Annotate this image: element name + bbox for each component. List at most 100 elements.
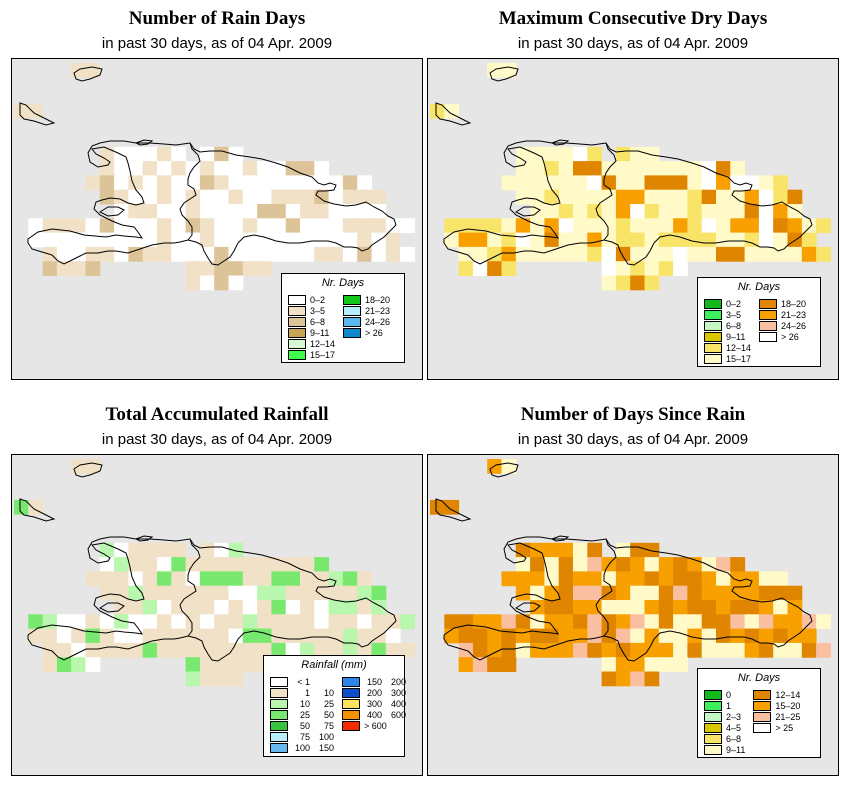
grid-cell <box>758 232 774 248</box>
legend-label: 3–5 <box>310 305 326 316</box>
grid-cell <box>658 585 674 601</box>
grid-cell <box>615 146 631 162</box>
grid-cell <box>328 614 344 630</box>
grid-cell <box>271 600 287 615</box>
grid-cell <box>300 600 315 615</box>
grid-cell <box>228 232 244 248</box>
grid-cell <box>242 218 258 234</box>
grid-cell <box>744 189 760 205</box>
grid-cell <box>385 628 401 644</box>
grid-cell <box>371 585 387 601</box>
grid-cell <box>185 657 201 672</box>
grid-cell <box>71 261 86 276</box>
grid-cell <box>515 175 531 191</box>
grid-cell <box>285 189 301 205</box>
grid-cell <box>142 146 158 162</box>
grid-cell <box>673 261 688 276</box>
grid-cell <box>300 232 315 248</box>
grid-cell <box>157 218 172 234</box>
grid-cell <box>342 642 358 658</box>
grid-cell <box>142 232 158 248</box>
legend-swatch <box>704 700 722 711</box>
grid-cell <box>472 657 488 672</box>
grid-cell <box>472 232 488 248</box>
grid-cell <box>157 557 172 572</box>
grid-cell <box>701 571 717 587</box>
legend-label: 9–11 <box>310 327 330 338</box>
grid-cell <box>114 600 129 615</box>
grid-cell <box>787 614 803 630</box>
grid-cell <box>157 232 172 248</box>
grid-cell <box>371 246 387 262</box>
grid-cell <box>285 585 301 601</box>
grid-cell <box>601 642 617 658</box>
grid-cell <box>257 232 272 248</box>
grid-cell <box>342 246 358 262</box>
grid-cell <box>673 571 688 587</box>
grid-cell <box>385 642 401 658</box>
grid-cell <box>85 657 101 672</box>
grid-cell <box>257 628 272 644</box>
grid-cell <box>687 161 703 176</box>
grid-cell <box>716 204 731 219</box>
grid-cell <box>716 232 731 248</box>
legend-title: Rainfall (mm) <box>301 659 367 671</box>
grid-cell <box>199 146 215 162</box>
legend-range-low: < 1 <box>297 676 310 687</box>
legend-swatch <box>288 327 306 338</box>
grid-cell <box>199 614 215 630</box>
grid-cell <box>487 261 502 276</box>
grid-cell <box>644 246 660 262</box>
grid-cell <box>85 459 101 474</box>
grid-cell <box>644 189 660 205</box>
legend-swatch <box>342 720 360 731</box>
grid-cell <box>142 189 158 205</box>
panel-subtitle: in past 30 days, as of 04 Apr. 2009 <box>517 35 749 52</box>
legend-label: > 26 <box>365 327 383 338</box>
legend-item: 15–17 <box>288 349 335 360</box>
grid-cell <box>444 218 460 234</box>
grid-cell <box>285 204 301 219</box>
grid-cell <box>257 189 272 205</box>
grid-cell <box>701 232 717 248</box>
panel-rain-days: Number of Rain Days in past 30 days, as … <box>11 0 423 380</box>
grid-cell <box>142 600 158 615</box>
grid-cell <box>644 671 660 687</box>
grid-cell <box>716 642 731 658</box>
grid-cell <box>615 542 631 558</box>
legend-label: 21–23 <box>365 305 391 316</box>
grid-cell <box>558 585 574 601</box>
grid-cell <box>615 628 631 644</box>
grid-cell <box>185 671 201 687</box>
grid-cell <box>444 232 460 248</box>
grid-cell <box>773 232 788 248</box>
grid-cell <box>501 642 517 658</box>
grid-cell <box>787 585 803 601</box>
grid-cell <box>573 600 588 615</box>
grid-cell <box>716 175 731 191</box>
grid-cell <box>228 175 244 191</box>
grid-cell <box>501 628 517 644</box>
grid-cell <box>85 571 101 587</box>
legend-swatch <box>343 305 362 316</box>
grid-cell <box>744 642 760 658</box>
grid-cell <box>199 571 215 587</box>
grid-cell <box>587 161 603 176</box>
grid-cell <box>687 642 703 658</box>
grid-cell <box>658 600 674 615</box>
grid-cell <box>558 189 574 205</box>
grid-cell <box>185 642 201 658</box>
grid-cell <box>630 232 645 248</box>
grid-cell <box>658 161 674 176</box>
grid-cell <box>730 642 746 658</box>
legend-swatch <box>704 331 722 342</box>
grid-cell <box>56 657 72 672</box>
grid-cell <box>314 614 330 630</box>
legend-swatch <box>704 744 722 755</box>
grid-cell <box>199 585 215 601</box>
grid-cell <box>257 175 272 191</box>
panel-title: Maximum Consecutive Dry Days <box>498 8 768 29</box>
grid-cell <box>342 614 358 630</box>
legend-label: 9–11 <box>726 744 746 755</box>
legend-range-low: 25 <box>299 709 310 720</box>
